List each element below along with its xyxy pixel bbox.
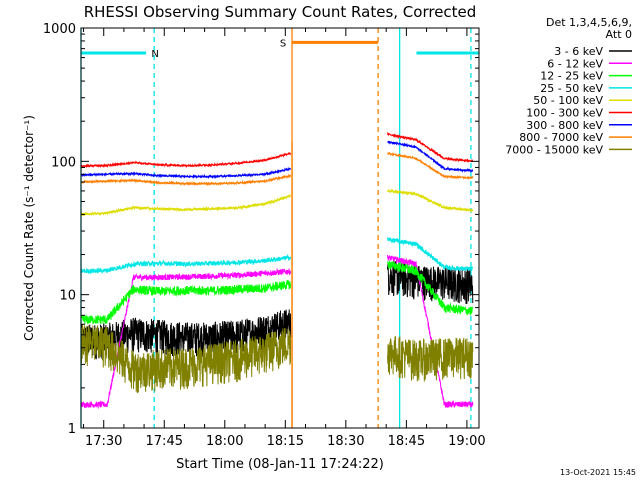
x-tick-label: 17:30 xyxy=(85,434,122,449)
flag-label: S xyxy=(280,38,286,49)
y-tick-label: 1 xyxy=(68,422,76,437)
series-line xyxy=(387,151,474,181)
y-axis-label: Corrected Count Rate (s⁻¹ detector⁻¹) xyxy=(22,115,36,341)
x-tick-label: 18:15 xyxy=(267,434,304,449)
plot-frame xyxy=(80,27,480,429)
series-line xyxy=(80,193,291,217)
series-line xyxy=(387,260,474,305)
series-line xyxy=(387,260,474,316)
y-tick-label: 1000 xyxy=(43,22,76,37)
legend-entry-label: 3 - 6 keV xyxy=(554,45,603,58)
legend-entry-label: 25 - 50 keV xyxy=(540,82,603,95)
chart-title: RHESSI Observing Summary Count Rates, Co… xyxy=(84,3,477,21)
y-tick-label: 100 xyxy=(51,155,76,170)
y-axis-title: Corrected Count Rate (s⁻¹ detector⁻¹) xyxy=(22,115,36,341)
x-tick-label: 19:00 xyxy=(448,434,485,449)
series-line xyxy=(80,173,291,187)
y-tick-label: 10 xyxy=(59,289,76,304)
legend-entry-label: 300 - 800 keV xyxy=(526,119,603,132)
series-line xyxy=(80,166,291,180)
series-line xyxy=(80,279,292,325)
series-line xyxy=(80,323,292,394)
series-line xyxy=(387,140,474,173)
series-line xyxy=(387,336,474,382)
x-tick-label: 18:30 xyxy=(327,434,364,449)
legend-title-line-1: Det 1,3,4,5,6,9, xyxy=(546,16,632,29)
footer-date: 13-Oct-2021 15:45 xyxy=(560,468,636,477)
series-line xyxy=(387,188,474,213)
legend-entry-label: 7000 - 15000 keV xyxy=(505,143,603,156)
series-line xyxy=(387,131,474,163)
legend-entry-label: 800 - 7000 keV xyxy=(519,131,603,144)
flag-label: N xyxy=(151,49,158,60)
legend-entry-label: 12 - 25 keV xyxy=(540,70,603,83)
legend-entry-label: 100 - 300 keV xyxy=(526,107,603,120)
x-tick-label: 17:45 xyxy=(146,434,183,449)
series-line xyxy=(80,253,292,275)
legend-entry-label: 6 - 12 keV xyxy=(547,57,603,70)
x-tick-label: 18:00 xyxy=(206,434,243,449)
series-line xyxy=(80,151,292,169)
series-line xyxy=(387,237,474,272)
x-tick-label: 18:45 xyxy=(388,434,425,449)
legend-entry-label: 50 - 100 keV xyxy=(533,94,603,107)
x-axis-label: Start Time (08-Jan-11 17:24:22) xyxy=(176,457,384,472)
legend-title-line-2: Att 0 xyxy=(606,28,632,41)
series-line xyxy=(387,254,474,409)
